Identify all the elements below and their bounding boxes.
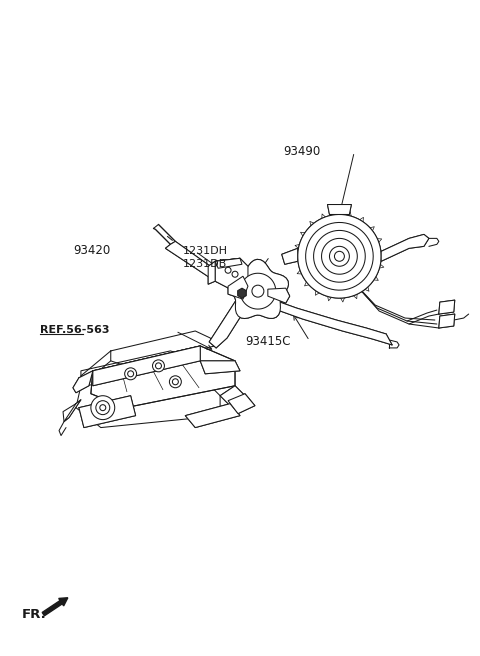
Polygon shape <box>215 258 248 294</box>
Polygon shape <box>81 351 200 396</box>
Text: 93415C: 93415C <box>245 335 290 348</box>
Circle shape <box>156 363 161 369</box>
Circle shape <box>329 247 349 266</box>
Circle shape <box>169 376 181 388</box>
Polygon shape <box>298 215 381 298</box>
Polygon shape <box>64 400 81 422</box>
Circle shape <box>252 285 264 297</box>
Circle shape <box>153 360 165 372</box>
FancyArrow shape <box>42 598 68 616</box>
Polygon shape <box>381 234 429 261</box>
Polygon shape <box>228 394 255 414</box>
Polygon shape <box>228 276 248 299</box>
Text: 1231DB: 1231DB <box>183 259 227 269</box>
Polygon shape <box>209 283 258 348</box>
Polygon shape <box>269 298 392 345</box>
Text: FR.: FR. <box>22 607 46 621</box>
Polygon shape <box>73 371 93 393</box>
Text: 1231DH: 1231DH <box>183 246 228 256</box>
Polygon shape <box>238 288 246 298</box>
Polygon shape <box>215 258 242 268</box>
Circle shape <box>225 267 231 274</box>
Polygon shape <box>282 249 298 264</box>
Polygon shape <box>76 376 220 428</box>
Circle shape <box>96 401 110 415</box>
Circle shape <box>100 405 106 411</box>
Polygon shape <box>166 241 230 284</box>
Polygon shape <box>79 396 136 428</box>
Circle shape <box>232 271 238 277</box>
Circle shape <box>335 251 344 261</box>
Polygon shape <box>439 314 455 328</box>
Polygon shape <box>208 261 215 284</box>
Polygon shape <box>91 346 235 407</box>
Polygon shape <box>327 205 351 215</box>
Polygon shape <box>439 300 455 314</box>
Circle shape <box>91 396 115 420</box>
Circle shape <box>172 379 179 385</box>
Polygon shape <box>268 288 290 303</box>
Polygon shape <box>185 403 240 428</box>
Polygon shape <box>306 222 373 290</box>
Polygon shape <box>322 238 357 274</box>
Polygon shape <box>240 274 276 309</box>
Circle shape <box>125 368 137 380</box>
Text: 93420: 93420 <box>73 245 110 257</box>
Polygon shape <box>313 230 365 282</box>
Circle shape <box>128 371 133 377</box>
Polygon shape <box>200 361 240 374</box>
Text: 93490: 93490 <box>283 145 320 158</box>
Polygon shape <box>228 259 288 319</box>
Text: REF.56-563: REF.56-563 <box>39 325 109 335</box>
Polygon shape <box>93 346 200 386</box>
Polygon shape <box>220 386 245 405</box>
